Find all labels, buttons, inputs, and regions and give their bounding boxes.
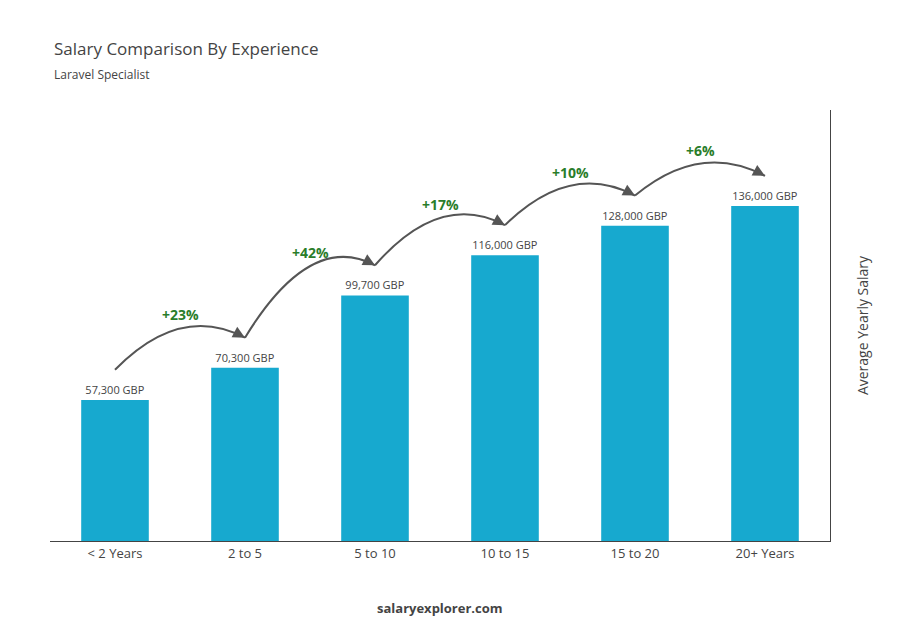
svg-text:15 to 20: 15 to 20 <box>611 544 660 562</box>
svg-text:128,000 GBP: 128,000 GBP <box>602 208 668 223</box>
svg-text:Laravel Specialist: Laravel Specialist <box>54 66 150 83</box>
svg-text:salaryexplorer.com: salaryexplorer.com <box>377 599 503 617</box>
svg-text:+17%: +17% <box>422 195 459 214</box>
svg-text:116,000 GBP: 116,000 GBP <box>472 237 538 252</box>
svg-text:99,700 GBP: 99,700 GBP <box>345 277 404 292</box>
svg-text:2 to 5: 2 to 5 <box>228 544 262 562</box>
svg-text:Average Yearly Salary: Average Yearly Salary <box>853 255 872 395</box>
svg-text:+10%: +10% <box>552 163 589 182</box>
svg-text:70,300 GBP: 70,300 GBP <box>215 350 274 365</box>
svg-text:57,300 GBP: 57,300 GBP <box>85 382 144 397</box>
svg-text:+42%: +42% <box>292 243 329 262</box>
svg-text:+6%: +6% <box>686 141 715 160</box>
svg-text:5 to 10: 5 to 10 <box>354 544 396 562</box>
svg-text:136,000 GBP: 136,000 GBP <box>732 188 798 203</box>
svg-text:10 to 15: 10 to 15 <box>481 544 530 562</box>
svg-text:< 2 Years: < 2 Years <box>88 544 143 562</box>
svg-text:+23%: +23% <box>162 305 199 324</box>
svg-text:Salary Comparison By Experienc: Salary Comparison By Experience <box>54 37 318 60</box>
svg-text:20+ Years: 20+ Years <box>736 544 795 562</box>
